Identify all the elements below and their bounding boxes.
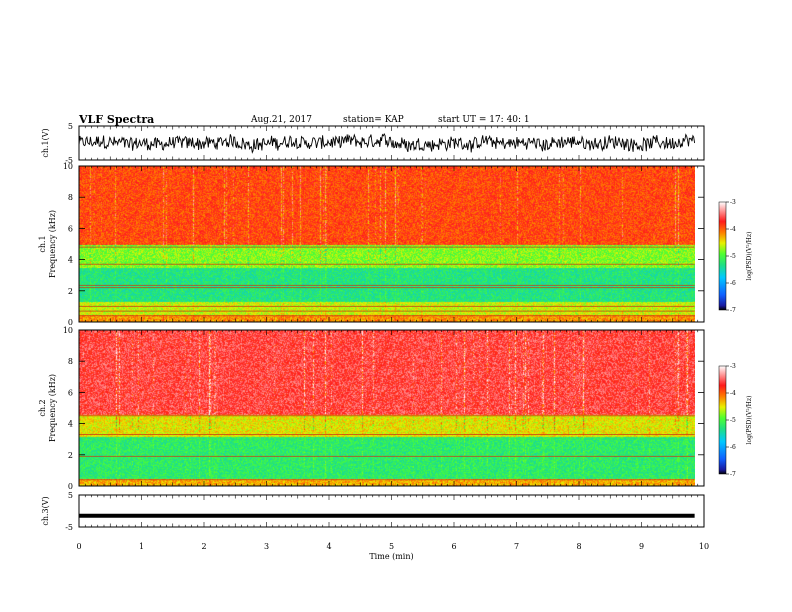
station-label: station= KAP xyxy=(343,115,404,125)
x-tick-label: 2 xyxy=(201,542,206,551)
colorbar-tick-label: -4 xyxy=(730,390,736,397)
date-label: Aug.21, 2017 xyxy=(250,115,312,125)
y-tick-label: 8 xyxy=(68,193,73,202)
y-axis-label: Frequency (kHz) xyxy=(48,210,57,278)
colorbar-tick-label: -6 xyxy=(730,444,736,451)
colorbars: -7 -6 -5 -4 -3 log(PSD)(V²/Hz) -7 -6 -5 -4 -3 log(P… xyxy=(718,199,753,478)
x-tick-label: 1 xyxy=(139,542,144,551)
y-tick-label: 10 xyxy=(63,162,73,171)
y-tick-label: 0 xyxy=(68,482,73,491)
y-axis-label: ch.1 xyxy=(38,235,47,252)
colorbar-1: -7 -6 -5 -4 -3 log(PSD)(V²/Hz) xyxy=(718,199,753,314)
colorbar-tick-label: -7 xyxy=(730,471,736,478)
y-tick-label: 6 xyxy=(68,224,73,233)
x-tick-label: 3 xyxy=(264,542,269,551)
colorbar-tick-label: -4 xyxy=(730,226,736,233)
x-tick-label: 8 xyxy=(576,542,581,551)
ch3-waveform-panel: -5 5 ch.3(V) xyxy=(41,491,705,532)
y-axis-label: Frequency (kHz) xyxy=(48,374,57,442)
colorbar-2: -7 -6 -5 -4 -3 log(PSD)(V²/Hz) xyxy=(718,363,753,478)
colorbar-scale xyxy=(718,201,727,311)
start-time-label: start UT = 17: 40: 1 xyxy=(438,115,530,125)
x-tick-label: 7 xyxy=(514,542,519,551)
y-tick-label: 2 xyxy=(68,451,73,460)
waveform-trace xyxy=(78,133,696,154)
y-tick-label: -5 xyxy=(65,156,73,165)
y-tick-label: 4 xyxy=(68,420,73,429)
x-tick-label: 9 xyxy=(639,542,644,551)
spectrogram-image xyxy=(79,166,695,322)
y-tick-label: 10 xyxy=(63,326,73,335)
colorbar-tick-label: -5 xyxy=(730,253,736,260)
colorbar-scale xyxy=(718,365,727,475)
figure-title: VLF Spectra xyxy=(78,113,154,126)
y-tick-label: 5 xyxy=(68,491,73,500)
y-tick-label: 0 xyxy=(68,318,73,327)
y-tick-label: 6 xyxy=(68,388,73,397)
y-axis-label: ch.2 xyxy=(38,399,47,416)
y-tick-label: 2 xyxy=(68,287,73,296)
x-axis: 0 1 2 3 4 5 6 7 8 9 10 Time (min) xyxy=(76,542,709,561)
y-tick-label: 8 xyxy=(68,357,73,366)
x-tick-label: 10 xyxy=(699,542,709,551)
ch1-spectrogram-panel: 0 2 4 6 8 10 ch.1 Frequency (kHz) xyxy=(38,162,705,327)
ch2-spectrogram-panel: 0 2 4 6 8 10 ch.2 Frequency (kHz) xyxy=(38,326,705,491)
y-tick-label: 4 xyxy=(68,256,73,265)
y-axis-label: ch.1(V) xyxy=(41,128,50,157)
colorbar-tick-label: -5 xyxy=(730,417,736,424)
colorbar-tick-label: -7 xyxy=(730,307,736,314)
x-axis-label: Time (min) xyxy=(369,552,413,561)
colorbar-label: log(PSD)(V²/Hz) xyxy=(746,396,753,445)
y-axis-label: ch.3(V) xyxy=(41,496,50,525)
ch1-waveform-panel: -5 5 ch.1(V) xyxy=(41,122,705,165)
y-tick-label: -5 xyxy=(65,523,73,532)
colorbar-tick-label: -3 xyxy=(730,199,736,206)
colorbar-tick-label: -6 xyxy=(730,280,736,287)
x-tick-label: 0 xyxy=(76,542,81,551)
colorbar-label: log(PSD)(V²/Hz) xyxy=(746,232,753,281)
x-tick-label: 6 xyxy=(451,542,456,551)
spectrogram-image xyxy=(79,330,695,486)
colorbar-tick-label: -3 xyxy=(730,363,736,370)
x-tick-label: 5 xyxy=(389,542,394,551)
x-tick-label: 4 xyxy=(326,542,331,551)
y-tick-label: 5 xyxy=(68,122,73,131)
